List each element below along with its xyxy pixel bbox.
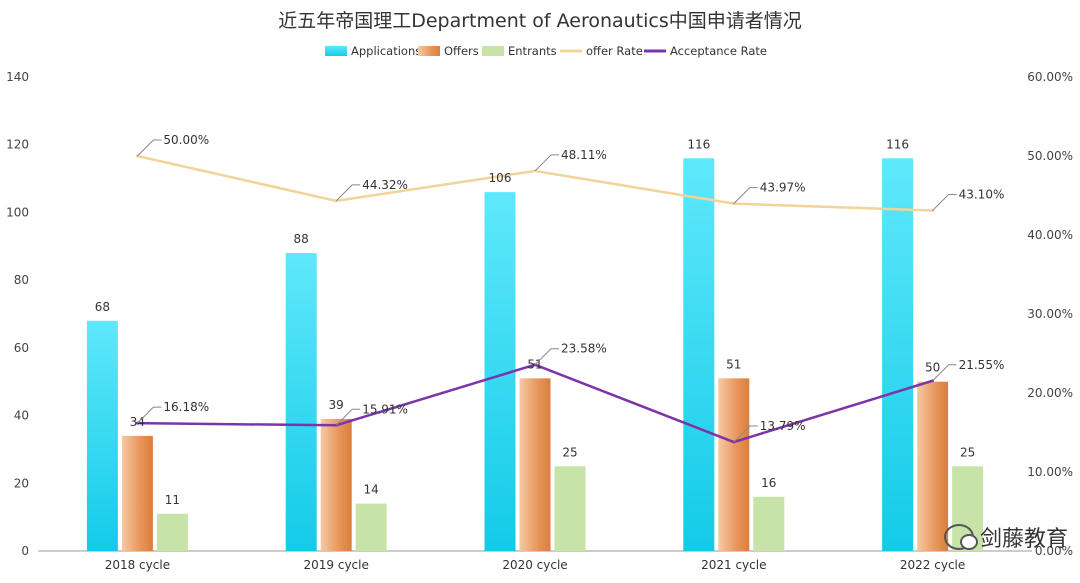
bar-applications xyxy=(86,320,118,551)
line-value-label: 13.79% xyxy=(760,419,806,433)
bar-value-label: 34 xyxy=(130,415,145,429)
category-label: 2018 cycle xyxy=(105,558,170,572)
category-label: 2020 cycle xyxy=(502,558,567,572)
leader-line xyxy=(733,425,758,443)
leader-line xyxy=(137,406,162,424)
left-tick-label: 100 xyxy=(6,205,29,219)
line-value-label: 44.32% xyxy=(362,178,408,192)
leader-line xyxy=(534,154,559,172)
line-value-label: 43.97% xyxy=(760,181,806,195)
line-value-label: 48.11% xyxy=(561,148,607,162)
bar-entrants xyxy=(355,503,387,551)
bar-applications xyxy=(285,253,317,552)
bar-value-label: 39 xyxy=(329,398,344,412)
bar-value-label: 50 xyxy=(925,361,940,375)
legend-swatch xyxy=(418,46,440,56)
bar-value-label: 116 xyxy=(687,137,710,151)
bar-value-label: 106 xyxy=(489,171,512,185)
bar-value-label: 25 xyxy=(562,445,577,459)
leader-line xyxy=(932,194,957,211)
bar-offers xyxy=(718,378,750,551)
bar-offers xyxy=(121,435,153,551)
line-offer-rate xyxy=(137,154,933,212)
line-value-label: 50.00% xyxy=(163,133,209,147)
right-tick-label: 60.00% xyxy=(1027,70,1073,84)
bar-applications xyxy=(882,158,914,551)
leader-line xyxy=(335,408,361,426)
leader-line xyxy=(137,139,162,157)
bar-entrants xyxy=(753,496,785,551)
bar-value-label: 51 xyxy=(726,357,741,371)
left-tick-label: 60 xyxy=(14,341,29,355)
bar-applications xyxy=(683,158,715,551)
legend-label: Applications xyxy=(351,44,421,58)
line-value-label: 16.18% xyxy=(163,400,209,414)
bar-value-label: 11 xyxy=(165,493,180,507)
watermark-text: 剑藤教育 xyxy=(979,527,1068,552)
bar-entrants xyxy=(554,466,586,551)
left-tick-label: 20 xyxy=(14,476,29,490)
legend-label: offer Rate xyxy=(586,44,643,58)
bar-value-label: 14 xyxy=(364,483,379,497)
legend-swatch xyxy=(482,46,504,56)
right-tick-label: 10.00% xyxy=(1027,465,1073,479)
category-label: 2019 cycle xyxy=(304,558,369,572)
left-tick-label: 40 xyxy=(14,409,29,423)
left-tick-label: 0 xyxy=(21,544,29,558)
bar-offers xyxy=(519,378,551,551)
legend-swatch xyxy=(325,46,347,56)
bar-value-label: 25 xyxy=(960,445,975,459)
bar-offers xyxy=(320,418,352,551)
leader-line xyxy=(733,187,758,204)
bar-value-label: 68 xyxy=(95,300,110,314)
leader-line xyxy=(335,184,361,202)
category-label: 2022 cycle xyxy=(900,558,965,572)
bar-value-label: 116 xyxy=(886,137,909,151)
line-value-label: 21.55% xyxy=(959,358,1005,372)
legend-label: Entrants xyxy=(508,44,557,58)
category-label: 2021 cycle xyxy=(701,558,766,572)
left-tick-label: 80 xyxy=(14,273,29,287)
line-value-label: 43.10% xyxy=(959,188,1005,202)
right-tick-label: 50.00% xyxy=(1027,149,1073,163)
watermark-logo: 剑藤教育 xyxy=(943,521,1068,553)
line-value-label: 15.91% xyxy=(362,402,408,416)
wechat-icon xyxy=(943,524,978,550)
bar-value-label: 16 xyxy=(761,476,776,490)
bar-entrants xyxy=(156,513,188,551)
right-tick-label: 40.00% xyxy=(1027,228,1073,242)
leader-line xyxy=(534,348,559,366)
left-tick-label: 140 xyxy=(6,70,29,84)
right-tick-label: 20.00% xyxy=(1027,386,1073,400)
bars xyxy=(86,158,984,552)
bar-value-label: 88 xyxy=(294,232,309,246)
right-tick-label: 0.00% xyxy=(1035,544,1073,558)
chart-title: 近五年帝国理工Department of Aeronautics中国申请者情况 xyxy=(278,10,802,32)
right-tick-label: 30.00% xyxy=(1027,307,1073,321)
line-value-label: 23.58% xyxy=(561,342,607,356)
legend-label: Offers xyxy=(444,44,479,58)
leader-line xyxy=(932,364,957,382)
bar-offers xyxy=(917,381,949,551)
axes: 0 20 40 60 80 100 120 140 0.00% 10.00% 20.00% 30.00… xyxy=(6,70,1073,572)
legend-label: Acceptance Rate xyxy=(670,44,767,58)
left-tick-label: 120 xyxy=(6,138,29,152)
legend: Applications Offers Entrants offer Rate Acce… xyxy=(325,44,767,58)
